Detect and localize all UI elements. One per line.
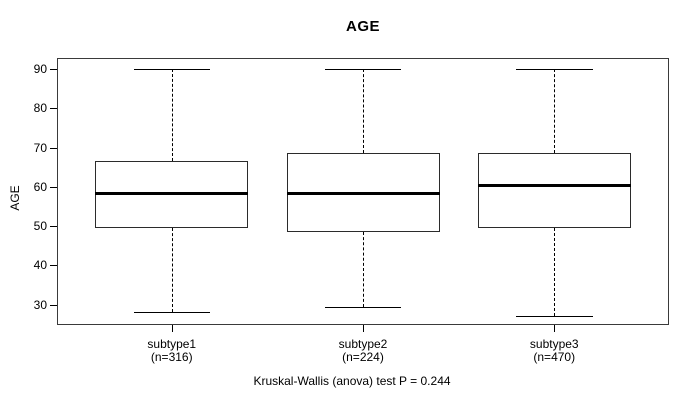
x-category-label: subtype1 (n=316)	[112, 338, 232, 364]
upper-whisker	[554, 68, 556, 154]
median-line	[95, 191, 249, 195]
y-tick-label: 60	[33, 179, 47, 194]
median-line	[477, 183, 631, 187]
lower-whisker-cap	[133, 312, 210, 314]
y-tick-label: 80	[33, 101, 47, 116]
y-tick-label: 90	[33, 61, 47, 76]
y-tick-label: 70	[33, 140, 47, 155]
category-name: subtype2	[338, 337, 388, 351]
x-category-label: subtype2 (n=224)	[303, 338, 423, 364]
iqr-box-subtype3	[477, 153, 631, 228]
lower-whisker-cap	[516, 316, 593, 318]
lower-whisker	[171, 228, 173, 313]
y-tick-mark	[50, 108, 57, 110]
y-tick-mark	[50, 68, 57, 70]
y-tick-label: 40	[33, 258, 47, 273]
x-category-label: subtype3 (n=470)	[494, 338, 614, 364]
y-tick-mark	[50, 265, 57, 267]
lower-whisker-cap	[324, 306, 402, 308]
category-name: subtype1	[147, 337, 197, 351]
upper-whisker	[363, 68, 364, 154]
lower-whisker	[554, 228, 556, 317]
y-tick-mark	[50, 304, 57, 306]
upper-whisker-cap	[133, 68, 210, 70]
y-tick-mark	[50, 186, 57, 188]
x-tick-mark	[363, 325, 364, 332]
category-name: subtype3	[529, 337, 579, 351]
x-tick-mark	[171, 325, 173, 332]
category-n-label: (n=470)	[533, 350, 576, 364]
y-tick-mark	[50, 226, 57, 228]
y-tick-label: 30	[33, 297, 47, 312]
category-n-label: (n=224)	[342, 350, 384, 364]
upper-whisker-cap	[516, 68, 593, 70]
upper-whisker-cap	[324, 68, 402, 70]
lower-whisker	[363, 231, 364, 307]
median-line	[286, 191, 440, 195]
category-n-label: (n=316)	[150, 350, 193, 364]
y-tick-label: 50	[33, 219, 47, 234]
upper-whisker	[171, 68, 173, 162]
stat-test-caption: Kruskal-Wallis (anova) test P = 0.244	[253, 374, 451, 388]
chart-title: AGE	[345, 18, 380, 35]
y-tick-mark	[50, 147, 57, 149]
x-tick-mark	[554, 325, 556, 332]
